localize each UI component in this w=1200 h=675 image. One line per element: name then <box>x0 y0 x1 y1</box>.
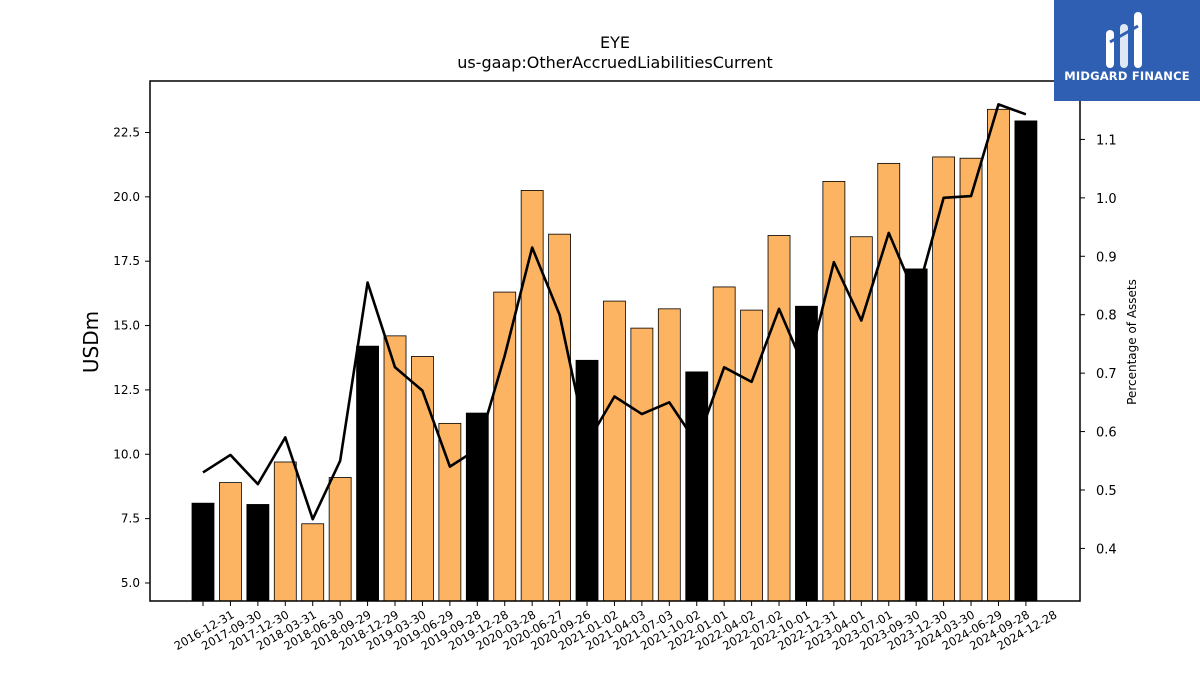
bar <box>548 233 571 602</box>
bar <box>685 371 709 602</box>
percentage-line <box>202 103 1027 521</box>
bar <box>849 236 873 602</box>
bar <box>356 345 379 602</box>
y-tick-label: 12.5 <box>113 383 140 397</box>
bar <box>575 359 599 602</box>
bar <box>191 502 215 602</box>
logo-text: MIDGARD FINANCE <box>1064 69 1190 83</box>
bar <box>219 482 242 602</box>
bar <box>987 108 1010 602</box>
midgard-logo-icon <box>1106 12 1142 68</box>
y2-axis-label: Percentage of Assets <box>1125 279 1139 405</box>
midgard-finance-logo: MIDGARD FINANCE <box>1054 0 1200 101</box>
bar <box>465 412 489 602</box>
bar <box>438 422 462 602</box>
y-axis-label: USDm <box>79 311 103 373</box>
y2-tick-label: 0.8 <box>1096 309 1117 324</box>
bar <box>273 461 297 602</box>
y2-tick-label: 0.9 <box>1096 250 1117 265</box>
bar <box>877 162 901 602</box>
bar <box>603 300 626 602</box>
bar <box>383 335 407 602</box>
chart-title: EYE <box>600 33 630 52</box>
bar <box>301 523 325 602</box>
y-tick-label: 10.0 <box>113 447 140 461</box>
bar <box>904 268 928 602</box>
y-tick-label: 5.0 <box>121 576 140 590</box>
y-tick-label: 20.0 <box>113 190 140 204</box>
bar <box>795 305 818 602</box>
bar <box>630 327 654 602</box>
plot-frame <box>149 80 1081 602</box>
y-tick-label: 22.5 <box>113 125 140 139</box>
y2-tick-label: 0.5 <box>1096 484 1117 499</box>
chart-subtitle: us-gaap:OtherAccruedLiabilitiesCurrent <box>457 53 773 72</box>
bar <box>328 477 352 602</box>
bar <box>493 291 517 602</box>
y2-tick-label: 0.6 <box>1096 426 1117 441</box>
bar <box>767 235 791 602</box>
y2-tick-label: 1.1 <box>1096 133 1117 148</box>
y-tick-label: 15.0 <box>113 319 140 333</box>
bar <box>712 286 736 602</box>
bar <box>959 157 983 602</box>
bar <box>740 309 763 602</box>
y2-tick-label: 1.0 <box>1096 192 1117 207</box>
y-tick-label: 7.5 <box>121 512 140 526</box>
bar <box>1014 120 1038 602</box>
bar <box>246 504 270 602</box>
y-tick-label: 17.5 <box>113 254 140 268</box>
bar <box>822 180 846 602</box>
bar <box>657 308 681 602</box>
y2-tick-label: 0.7 <box>1096 367 1117 382</box>
y2-tick-label: 0.4 <box>1096 542 1117 557</box>
